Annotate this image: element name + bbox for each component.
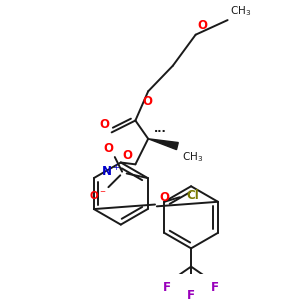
Text: CH$_3$: CH$_3$ [182, 151, 203, 164]
Text: N$^+$: N$^+$ [101, 164, 120, 179]
Text: O: O [99, 118, 109, 130]
Text: F: F [187, 290, 195, 300]
Text: ···: ··· [154, 127, 166, 137]
Text: Cl: Cl [186, 189, 199, 202]
Text: O: O [160, 190, 170, 204]
Text: O: O [123, 148, 133, 162]
Text: O: O [103, 142, 113, 155]
Text: CH$_3$: CH$_3$ [230, 4, 252, 18]
Text: F: F [211, 281, 219, 294]
Text: O$^-$: O$^-$ [89, 189, 106, 201]
Text: O: O [197, 19, 208, 32]
Text: F: F [163, 281, 171, 294]
Polygon shape [148, 139, 178, 150]
Text: O: O [142, 95, 153, 109]
